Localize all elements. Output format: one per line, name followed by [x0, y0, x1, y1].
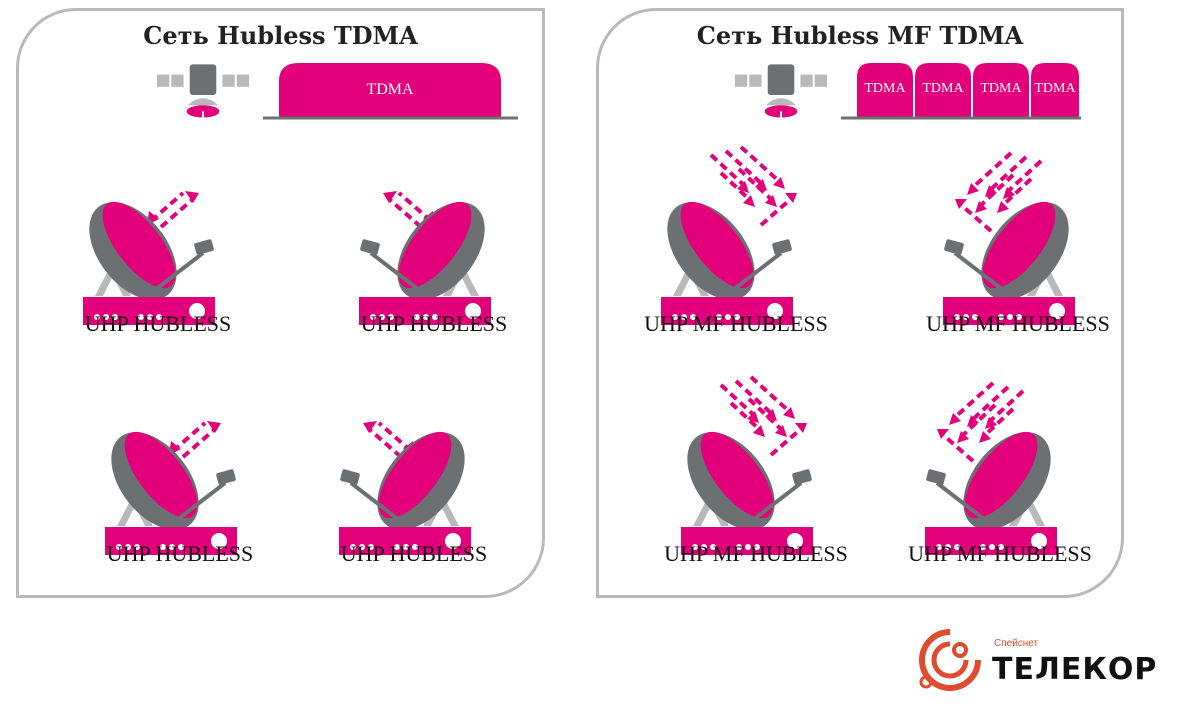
- panel-title: Сеть Hubless TDMA: [143, 21, 418, 50]
- carrier-label: TDMA: [1034, 81, 1076, 96]
- carrier-label: TDMA: [922, 81, 964, 96]
- station-card: UHP HUBLESS: [349, 181, 519, 351]
- station-card: UHP HUBLESS: [95, 411, 265, 581]
- carrier-label: TDMA: [366, 81, 414, 98]
- satellite-icon: [735, 63, 827, 127]
- hubless-tdma-panel: Сеть Hubless TDMA TDMA UHP HUBLESS UHP H…: [16, 8, 545, 598]
- carrier-shape: [263, 63, 518, 120]
- satellite-icon: [157, 63, 249, 127]
- carrier-shape: [841, 63, 1081, 120]
- station-card: UHP HUBLESS: [73, 181, 243, 351]
- panel-title: Сеть Hubless MF TDMA: [696, 21, 1024, 50]
- station-label: UHP MF HUBLESS: [908, 541, 1092, 566]
- station-card: UHP MF HUBLESS: [664, 411, 848, 581]
- company-logo: Спейснет ТЕЛЕКОР: [916, 626, 1156, 696]
- carrier-label: TDMA: [980, 81, 1022, 96]
- station-label: UHP HUBLESS: [360, 311, 508, 336]
- station-card: UHP MF HUBLESS: [926, 181, 1110, 351]
- carrier-label: TDMA: [864, 81, 906, 96]
- station-label: UHP MF HUBLESS: [926, 311, 1110, 336]
- logo-small-text: Спейснет: [994, 638, 1039, 649]
- station-label: UHP HUBLESS: [106, 541, 254, 566]
- tdma-carrier: TDMA: [263, 61, 518, 121]
- station-label: UHP HUBLESS: [84, 311, 232, 336]
- logo-wordmark: ТЕЛЕКОР: [992, 652, 1158, 687]
- mf-tdma-carriers: TDMA TDMA TDMA TDMA: [841, 61, 1081, 121]
- station-label: UHP HUBLESS: [340, 541, 488, 566]
- station-card: UHP MF HUBLESS: [908, 411, 1092, 581]
- station-card: UHP HUBLESS: [329, 411, 499, 581]
- hubless-mf-tdma-panel: Сеть Hubless MF TDMA TDMA TDMA TDMA TDMA…: [596, 8, 1124, 598]
- station-label: UHP MF HUBLESS: [664, 541, 848, 566]
- station-card: UHP MF HUBLESS: [644, 181, 828, 351]
- logo-mark-icon: [919, 629, 981, 691]
- station-label: UHP MF HUBLESS: [644, 311, 828, 336]
